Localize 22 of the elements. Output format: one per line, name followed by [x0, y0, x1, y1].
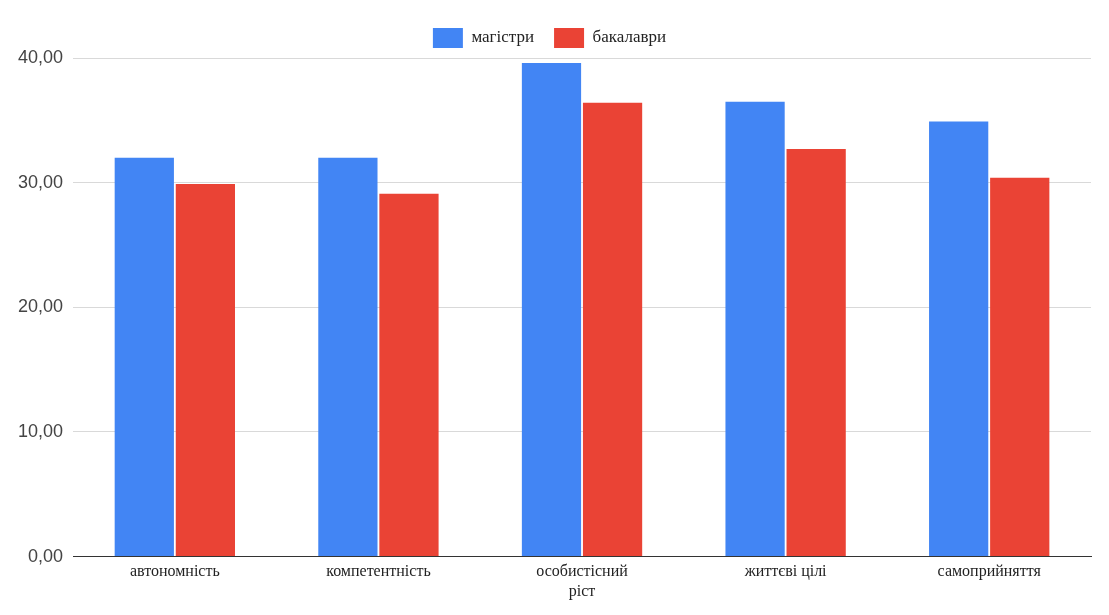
bar	[175, 183, 235, 557]
x-tick-label: компетентність	[326, 562, 431, 580]
bar	[990, 177, 1050, 557]
bar	[379, 193, 439, 557]
bar	[582, 102, 643, 557]
bar	[929, 121, 989, 557]
y-tick-label: 30,00	[18, 171, 64, 192]
bar	[114, 157, 174, 557]
x-tick-label: самоприйняття	[937, 562, 1042, 581]
y-tick-label: 20,00	[18, 296, 64, 317]
legend-label: бакалаври	[592, 27, 667, 47]
x-tick-label: автономність	[129, 562, 220, 580]
legend-label: магістри	[471, 27, 535, 47]
bar	[521, 62, 582, 557]
y-tick-label: 0,00	[28, 545, 64, 566]
bar	[725, 101, 785, 557]
y-tick-label: 10,00	[18, 420, 64, 441]
x-tick-label: життєві цілі	[743, 562, 828, 581]
x-tick-label: особистісний ріст	[536, 562, 629, 600]
y-tick-label: 40,00	[18, 46, 64, 67]
bar	[786, 148, 846, 557]
bar	[318, 157, 378, 557]
